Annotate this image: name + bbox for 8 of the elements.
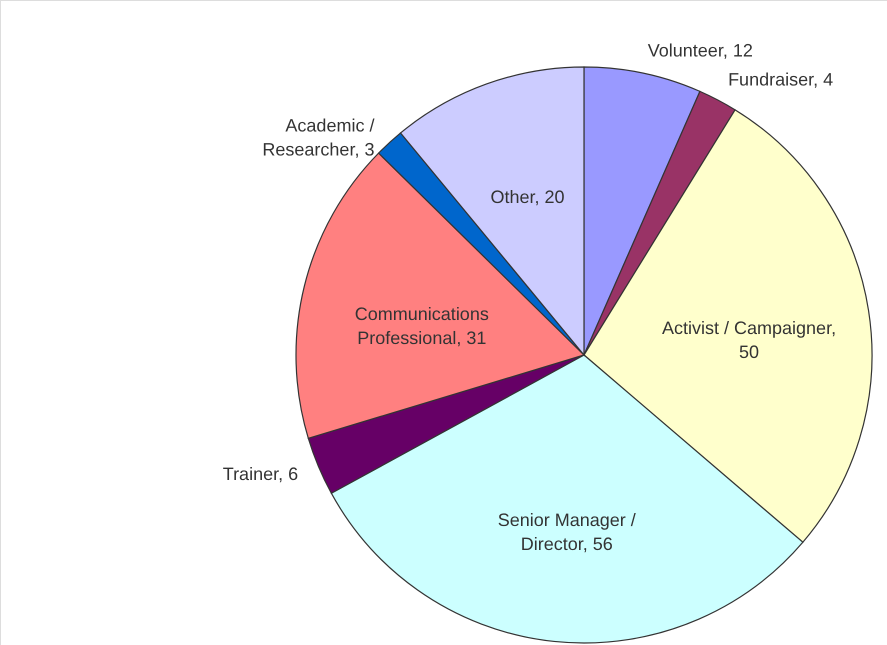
slice-label: Volunteer, 12 xyxy=(648,40,753,61)
slice-label: Fundraiser, 4 xyxy=(728,70,834,90)
slice-label: Activist / Campaigner, 50 xyxy=(662,318,836,362)
slice-label: Trainer, 6 xyxy=(222,464,298,484)
slice-label: Communications Professional, 31 xyxy=(354,304,489,348)
slice-label: Senior Manager / Director, 56 xyxy=(498,510,636,554)
slice-label: Other, 20 xyxy=(490,186,565,207)
slice-label: Academic / Researcher, 3 xyxy=(262,116,374,160)
